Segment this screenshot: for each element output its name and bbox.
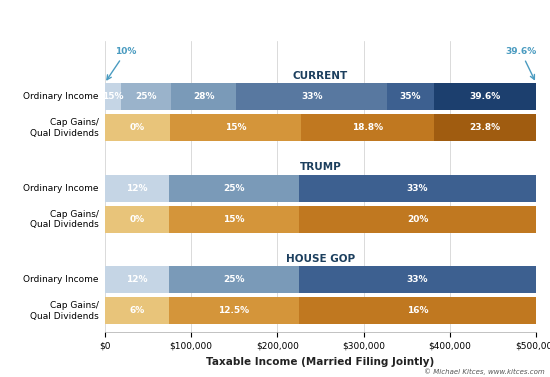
Bar (104, 175, 169, 202)
Text: 6%: 6% (129, 307, 145, 315)
Bar (170, 114, 301, 141)
Bar (169, 297, 299, 324)
Text: 33%: 33% (407, 184, 428, 193)
Text: 12%: 12% (126, 275, 147, 284)
Text: 12.5%: 12.5% (218, 307, 250, 315)
Bar (433, 83, 536, 110)
Bar (299, 266, 536, 293)
Bar (299, 206, 536, 233)
Bar (170, 83, 236, 110)
Text: 0%: 0% (129, 215, 145, 224)
Text: PROPOSED 2017 CAPITAL GAINS RATES (AND QUALIFIED DIVIDENDS): PROPOSED 2017 CAPITAL GAINS RATES (AND Q… (47, 13, 503, 26)
Text: 15%: 15% (223, 215, 245, 224)
Text: CURRENT: CURRENT (293, 71, 348, 81)
Text: 25%: 25% (223, 275, 245, 284)
Text: © Michael Kitces, www.kitces.com: © Michael Kitces, www.kitces.com (424, 368, 544, 375)
Bar (104, 114, 170, 141)
Text: 15%: 15% (225, 123, 246, 132)
Text: 12%: 12% (126, 184, 147, 193)
Text: 25%: 25% (135, 92, 156, 101)
Text: 39.6%: 39.6% (469, 92, 500, 101)
Text: TRUMP: TRUMP (300, 162, 341, 172)
Bar (120, 83, 170, 110)
Bar (104, 266, 169, 293)
Text: 10%: 10% (107, 47, 137, 80)
Bar (169, 175, 299, 202)
Text: 33%: 33% (301, 92, 322, 101)
Bar (301, 114, 433, 141)
Text: 28%: 28% (192, 92, 215, 101)
Text: 20%: 20% (407, 215, 428, 224)
Text: 33%: 33% (407, 275, 428, 284)
Bar (104, 297, 169, 324)
Text: 39.6%: 39.6% (505, 47, 536, 80)
Bar (299, 297, 536, 324)
Text: 35%: 35% (399, 92, 421, 101)
Bar (433, 114, 536, 141)
Bar (169, 266, 299, 293)
Text: 25%: 25% (223, 184, 245, 193)
Bar (169, 206, 299, 233)
Text: 15%: 15% (102, 92, 123, 101)
Text: 18.8%: 18.8% (352, 123, 383, 132)
Text: HOUSE GOP: HOUSE GOP (286, 254, 355, 264)
Text: 16%: 16% (407, 307, 428, 315)
Bar (236, 83, 387, 110)
Text: 23.8%: 23.8% (469, 123, 500, 132)
Bar (104, 206, 169, 233)
Bar (299, 175, 536, 202)
Bar (387, 83, 433, 110)
Bar (104, 83, 120, 110)
Text: 0%: 0% (130, 123, 145, 132)
X-axis label: Taxable Income (Married Filing Jointly): Taxable Income (Married Filing Jointly) (206, 357, 434, 368)
